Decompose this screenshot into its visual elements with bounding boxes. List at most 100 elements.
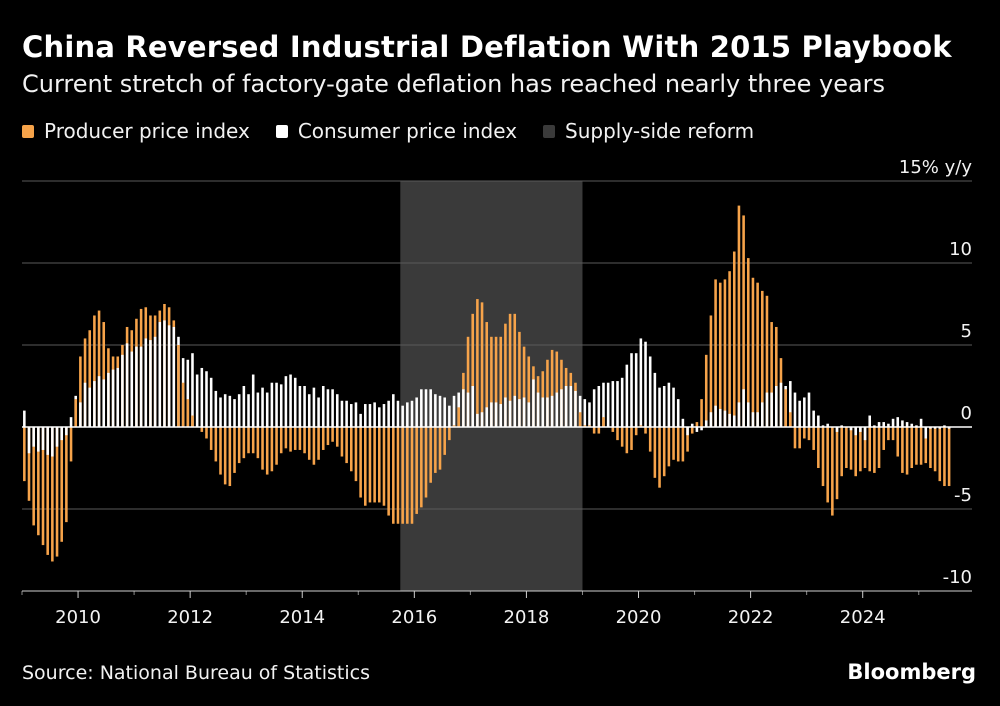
ppi-bar: [396, 427, 400, 524]
cpi-bar: [564, 386, 568, 427]
ppi-bar: [97, 310, 101, 427]
cpi-bar: [466, 392, 470, 427]
ppi-bar: [485, 322, 489, 427]
cpi-bar: [251, 374, 255, 427]
ppi-bar: [854, 427, 857, 477]
cpi-bar: [803, 397, 806, 427]
cpi-bar: [943, 425, 946, 427]
cpi-bar: [873, 425, 876, 427]
ppi-bar: [896, 427, 900, 457]
cpi-bar: [630, 353, 633, 427]
cpi-bar: [938, 427, 942, 429]
cpi-bar: [331, 389, 334, 427]
ppi-bar: [368, 427, 372, 503]
legend-swatch-reform: [543, 124, 556, 138]
x-tick-label: 2010: [55, 607, 101, 628]
cpi-bar: [51, 427, 54, 457]
ppi-bar: [845, 427, 848, 468]
ppi-bar: [93, 315, 96, 427]
ppi-bar: [265, 427, 269, 475]
cpi-bar: [550, 395, 554, 427]
ppi-bar: [214, 427, 218, 462]
cpi-bar: [69, 417, 73, 427]
cpi-bar: [891, 418, 895, 427]
cpi-bar: [840, 425, 843, 427]
ppi-bar: [429, 427, 432, 483]
cpi-bar: [317, 397, 320, 427]
ppi-bar: [518, 331, 521, 427]
ppi-bar: [835, 427, 839, 500]
cpi-bar: [578, 395, 582, 427]
legend-item-reform: Supply-side reform: [543, 119, 754, 143]
cpi-bar: [237, 394, 241, 427]
ppi-bar: [102, 322, 106, 427]
y-tick-label: -5: [954, 485, 972, 506]
ppi-bar: [392, 427, 395, 524]
x-tick-label: 2020: [616, 607, 662, 628]
ppi-bar: [737, 205, 741, 427]
cpi-bar: [415, 397, 418, 427]
cpi-bar: [541, 397, 545, 427]
ppi-bar: [868, 427, 871, 472]
cpi-bar: [625, 364, 629, 427]
cpi-bar: [765, 392, 769, 427]
ppi-bar: [354, 427, 358, 482]
ppi-bar: [321, 427, 325, 450]
ppi-bar: [644, 427, 647, 434]
cpi-bar: [915, 425, 918, 427]
ppi-bar: [200, 427, 204, 432]
ppi-bar: [504, 323, 507, 427]
cpi-bar: [364, 404, 367, 427]
ppi-bar: [550, 349, 554, 427]
ppi-bar: [789, 412, 792, 427]
cpi-bar: [438, 395, 442, 427]
cpi-bar: [686, 427, 689, 436]
ppi-bar: [279, 427, 283, 454]
cpi-bar: [681, 418, 685, 427]
cpi-bar: [588, 402, 591, 427]
cpi-bar: [761, 402, 764, 427]
cpi-bar: [658, 387, 661, 427]
x-tick-label: 2012: [167, 607, 213, 628]
ppi-bar: [742, 215, 745, 427]
ppi-bar: [457, 407, 460, 427]
ppi-bar: [27, 427, 31, 501]
ppi-bar: [228, 427, 232, 487]
ppi-bar: [466, 336, 470, 427]
cpi-bar: [448, 405, 451, 427]
ppi-bar: [704, 354, 708, 427]
ppi-bar: [242, 427, 246, 459]
ppi-bar: [373, 427, 376, 503]
cpi-bar: [233, 399, 236, 427]
cpi-bar: [172, 326, 176, 427]
cpi-bar: [690, 423, 694, 427]
cpi-bar: [121, 354, 124, 427]
ppi-bar: [307, 427, 311, 460]
cpi-bar: [462, 389, 465, 427]
cpi-bar: [887, 423, 890, 427]
ppi-bar: [653, 427, 657, 478]
cpi-bar: [532, 379, 535, 427]
cpi-bar: [293, 377, 297, 427]
cpi-bar: [223, 394, 227, 427]
cpi-bar: [41, 427, 45, 450]
cpi-bar: [340, 400, 344, 427]
cpi-bar: [387, 400, 390, 427]
cpi-bar: [163, 320, 166, 427]
x-tick-label: 2014: [279, 607, 325, 628]
chart-title: China Reversed Industrial Deflation With…: [22, 30, 952, 64]
cpi-bar: [401, 405, 404, 427]
cpi-bar: [527, 402, 531, 427]
cpi-bar: [714, 405, 717, 427]
cpi-bar: [775, 386, 778, 427]
cpi-bar: [583, 399, 587, 427]
cpi-bar: [929, 427, 932, 429]
ppi-bar: [793, 427, 797, 449]
cpi-bar: [518, 399, 521, 427]
cpi-bar: [125, 343, 129, 427]
cpi-bar: [863, 427, 867, 441]
ppi-bar: [938, 427, 942, 482]
legend-swatch-cpi: [275, 124, 288, 138]
cpi-bar: [452, 395, 456, 427]
ppi-bar: [761, 290, 764, 427]
